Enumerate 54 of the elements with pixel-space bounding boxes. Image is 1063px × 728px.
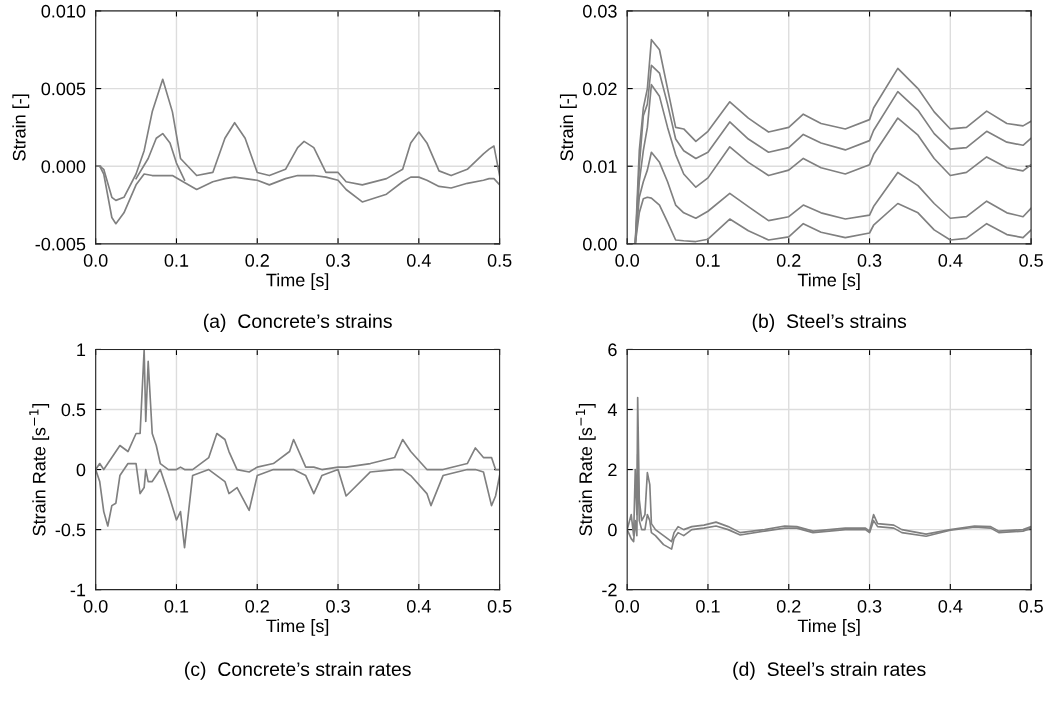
- x-axis-title: Time [s]: [797, 619, 860, 636]
- y-tick-label: 0.010: [41, 4, 86, 18]
- x-tick-label: 0.4: [406, 254, 431, 267]
- y-tick-label: 0.5: [61, 403, 86, 417]
- x-tick-label: 0.5: [487, 599, 512, 613]
- text: (c) Concrete’s strain rates: [185, 661, 411, 680]
- y-axis-title: Strain [-]: [12, 94, 30, 161]
- y-tick-label: 0.01: [583, 160, 617, 173]
- x-tick-label: 0.3: [326, 599, 350, 613]
- y-tick-label: 0.005: [41, 82, 86, 96]
- x-tick-label: 0.3: [857, 254, 882, 267]
- y-tick-label: 0.02: [583, 82, 617, 96]
- x-tick-label: 0.2: [245, 599, 269, 613]
- x-tick-label: 0.0: [615, 254, 640, 267]
- x-tick-label: 0.3: [326, 254, 350, 267]
- y-axis-title: Strain Rate [s$^{−1}$]: [29, 404, 50, 536]
- x-axis-title: Time [s]: [266, 273, 329, 291]
- x-tick-label: 0.0: [83, 254, 108, 267]
- x-tick-label: 0.2: [776, 599, 801, 613]
- y-tick-label: 0: [608, 523, 617, 537]
- y-tick-label: 0: [76, 463, 86, 477]
- x-axis-title: Time [s]: [797, 273, 860, 291]
- x-tick-label: 0.0: [615, 599, 640, 613]
- y-tick-label: -2: [602, 583, 617, 597]
- x-tick-label: 0.1: [696, 254, 720, 267]
- x-axis-title: Time [s]: [266, 619, 329, 636]
- x-tick-label: 0.1: [164, 599, 189, 613]
- text: (b) Steel’s strains: [752, 313, 907, 332]
- x-tick-label: 0.3: [857, 599, 882, 613]
- y-tick-label: 2: [608, 463, 617, 477]
- y-tick-label: -0.005: [35, 237, 86, 251]
- y-tick-label: 1: [77, 343, 86, 356]
- x-tick-label: 0.4: [406, 599, 431, 613]
- text: (d) Steel’s strain rates: [733, 661, 926, 680]
- x-tick-label: 0.5: [1019, 599, 1043, 613]
- text: (a) Concrete’s strains: [203, 313, 392, 332]
- x-tick-label: 0.2: [245, 254, 269, 267]
- y-tick-label: 0.03: [583, 4, 617, 18]
- x-tick-label: 0.0: [83, 599, 108, 613]
- y-tick-label: -1: [70, 583, 86, 597]
- y-tick-label: 0.000: [41, 160, 86, 173]
- x-tick-label: 0.2: [776, 254, 801, 267]
- y-axis-title: Strain Rate [s$^{−1}$]: [575, 404, 596, 536]
- x-tick-label: 0.4: [938, 599, 963, 613]
- x-tick-label: 0.5: [487, 254, 512, 267]
- x-tick-label: 0.1: [164, 254, 189, 267]
- x-tick-label: 0.5: [1019, 254, 1043, 267]
- x-tick-label: 0.1: [696, 599, 720, 613]
- y-axis-title: Strain [-]: [559, 94, 577, 161]
- x-tick-label: 0.4: [938, 254, 963, 267]
- y-tick-label: 0.00: [583, 237, 617, 251]
- y-tick-label: -0.5: [55, 523, 86, 537]
- y-tick-label: 4: [607, 403, 617, 417]
- y-tick-label: 6: [608, 343, 617, 357]
